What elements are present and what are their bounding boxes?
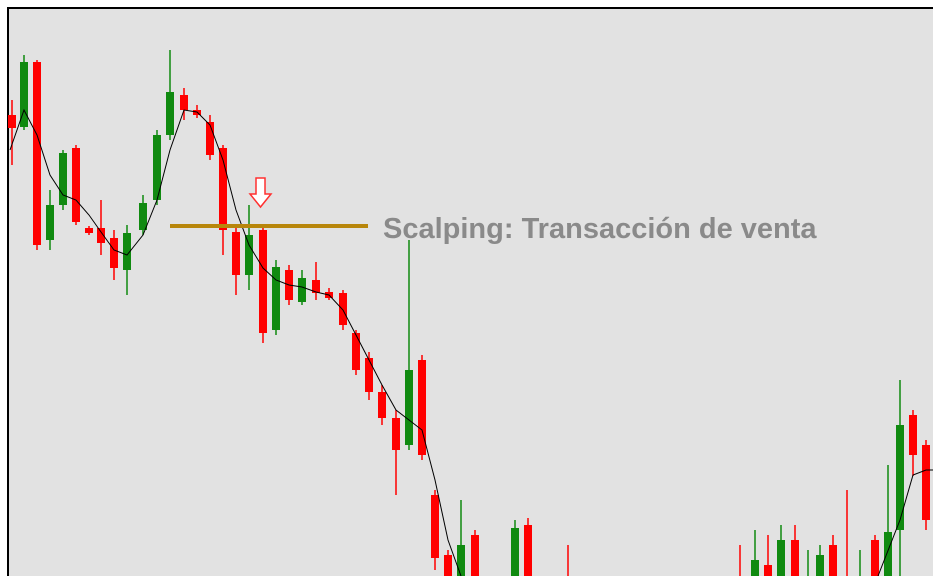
candle-body <box>871 540 879 576</box>
candle-body <box>339 293 347 325</box>
candle-body <box>180 95 188 110</box>
candle-body <box>245 235 253 275</box>
candle-body <box>378 392 386 418</box>
candle-body <box>298 278 306 302</box>
candle-body <box>471 535 479 576</box>
candle-body <box>511 528 519 576</box>
candle-body <box>110 238 118 268</box>
sell-arrow <box>248 177 273 209</box>
candle-body <box>365 358 373 392</box>
chart-area <box>7 7 933 576</box>
candle-body <box>444 555 452 576</box>
candle-body <box>139 203 147 230</box>
candle-body <box>751 560 759 576</box>
candle-body <box>20 62 28 127</box>
candle-body <box>206 122 214 155</box>
candle-body <box>896 425 904 530</box>
moving-average-right <box>877 469 933 576</box>
candle-body <box>405 370 413 445</box>
candle-body <box>72 148 80 222</box>
candle-body <box>312 280 320 293</box>
annotation-text: Scalping: Transacción de venta <box>383 213 817 245</box>
candle-body <box>418 360 426 455</box>
candle-body <box>764 565 772 576</box>
candle-body <box>85 228 93 233</box>
candle-body <box>46 205 54 240</box>
candle-body <box>59 153 67 205</box>
candle-body <box>777 540 785 576</box>
candle-body <box>123 233 131 270</box>
candle-body <box>524 525 532 576</box>
candle-body <box>232 232 240 275</box>
candle-body <box>219 148 227 230</box>
moving-average <box>9 108 462 576</box>
candle-body <box>33 62 41 245</box>
candle-body <box>791 540 799 576</box>
candle-body <box>392 418 400 450</box>
candle-body <box>884 532 892 576</box>
candle-body <box>431 495 439 558</box>
candle-body <box>8 115 16 128</box>
candle-body <box>457 545 465 576</box>
candle-body <box>153 135 161 200</box>
candle-body <box>922 445 930 520</box>
candle-body <box>97 228 105 243</box>
candle-body <box>816 555 824 576</box>
candle-body <box>166 92 174 135</box>
candle-body <box>909 415 917 455</box>
candle-body <box>259 230 267 333</box>
candle-body <box>829 545 837 576</box>
candle-body <box>352 333 360 370</box>
candle-body <box>272 267 280 330</box>
